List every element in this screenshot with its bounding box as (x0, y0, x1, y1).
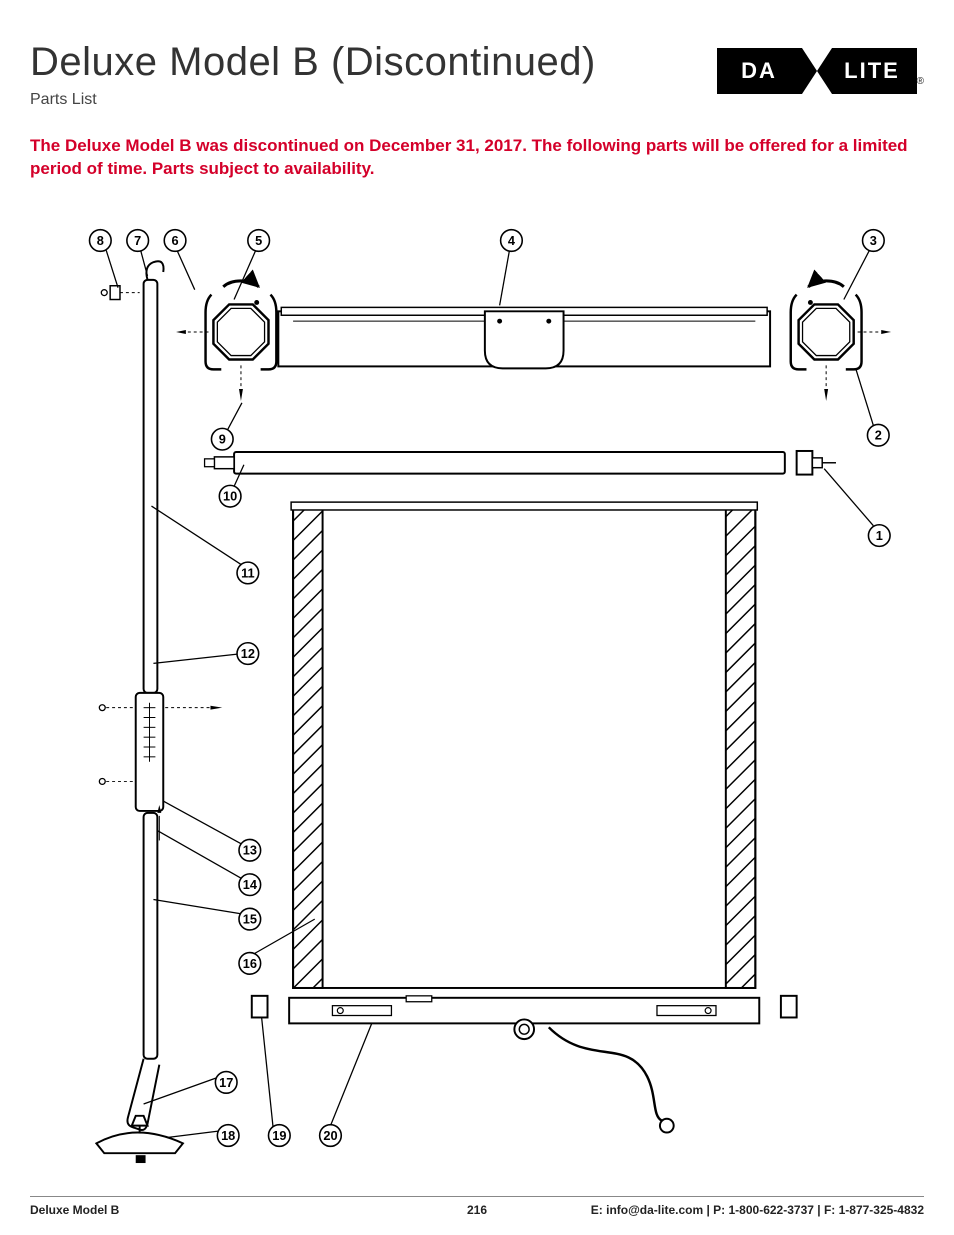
svg-text:18: 18 (221, 1128, 235, 1143)
endcap-left (176, 281, 276, 401)
svg-text:11: 11 (241, 565, 254, 580)
stand-upper (101, 261, 163, 693)
logo-left-text: DA (741, 58, 777, 83)
svg-text:2: 2 (875, 428, 882, 443)
slat-bar (289, 996, 759, 1039)
svg-text:8: 8 (97, 233, 104, 248)
svg-text:6: 6 (172, 233, 179, 248)
svg-text:3: 3 (870, 233, 877, 248)
svg-text:17: 17 (219, 1075, 233, 1090)
discontinued-notice: The Deluxe Model B was discontinued on D… (30, 135, 924, 181)
endcap-right (791, 281, 891, 401)
svg-text:5: 5 (255, 233, 262, 248)
roller-tube (205, 451, 836, 475)
svg-text:20: 20 (323, 1128, 337, 1143)
logo-right-text: LITE (844, 58, 900, 83)
footer-page: 216 (467, 1203, 487, 1217)
footer-right: E: info@da-lite.com | P: 1-800-622-3737 … (591, 1203, 924, 1217)
extension-latch (99, 693, 222, 841)
page-footer: Deluxe Model B 216 E: info@da-lite.com |… (30, 1196, 924, 1217)
svg-text:14: 14 (243, 877, 258, 892)
svg-text:7: 7 (134, 233, 141, 248)
content-area: Deluxe Model B (Discontinued) Parts List… (30, 40, 924, 1195)
svg-text:12: 12 (241, 646, 255, 661)
svg-text:19: 19 (272, 1128, 286, 1143)
slat-endcap-right (781, 996, 797, 1018)
pull-cord (549, 1027, 674, 1132)
svg-text:4: 4 (508, 233, 516, 248)
svg-text:15: 15 (243, 912, 257, 927)
svg-text:10: 10 (223, 489, 237, 504)
page: Deluxe Model B (Discontinued) Parts List… (0, 0, 954, 1235)
stand-lower (96, 813, 183, 1163)
svg-text:13: 13 (243, 843, 257, 858)
brand-logo: DA LITE ® (717, 48, 924, 99)
case-housing (278, 307, 770, 368)
svg-text:16: 16 (243, 956, 257, 971)
slat-endcap-left (252, 996, 268, 1018)
screen-assembly (291, 502, 757, 988)
registered-mark: ® (917, 76, 924, 87)
svg-text:1: 1 (876, 528, 883, 543)
footer-left: Deluxe Model B (30, 1203, 119, 1217)
exploded-diagram: 8 7 6 5 4 3 2 1 9 10 11 12 13 14 15 16 1 (30, 210, 924, 1165)
svg-text:9: 9 (219, 432, 226, 447)
